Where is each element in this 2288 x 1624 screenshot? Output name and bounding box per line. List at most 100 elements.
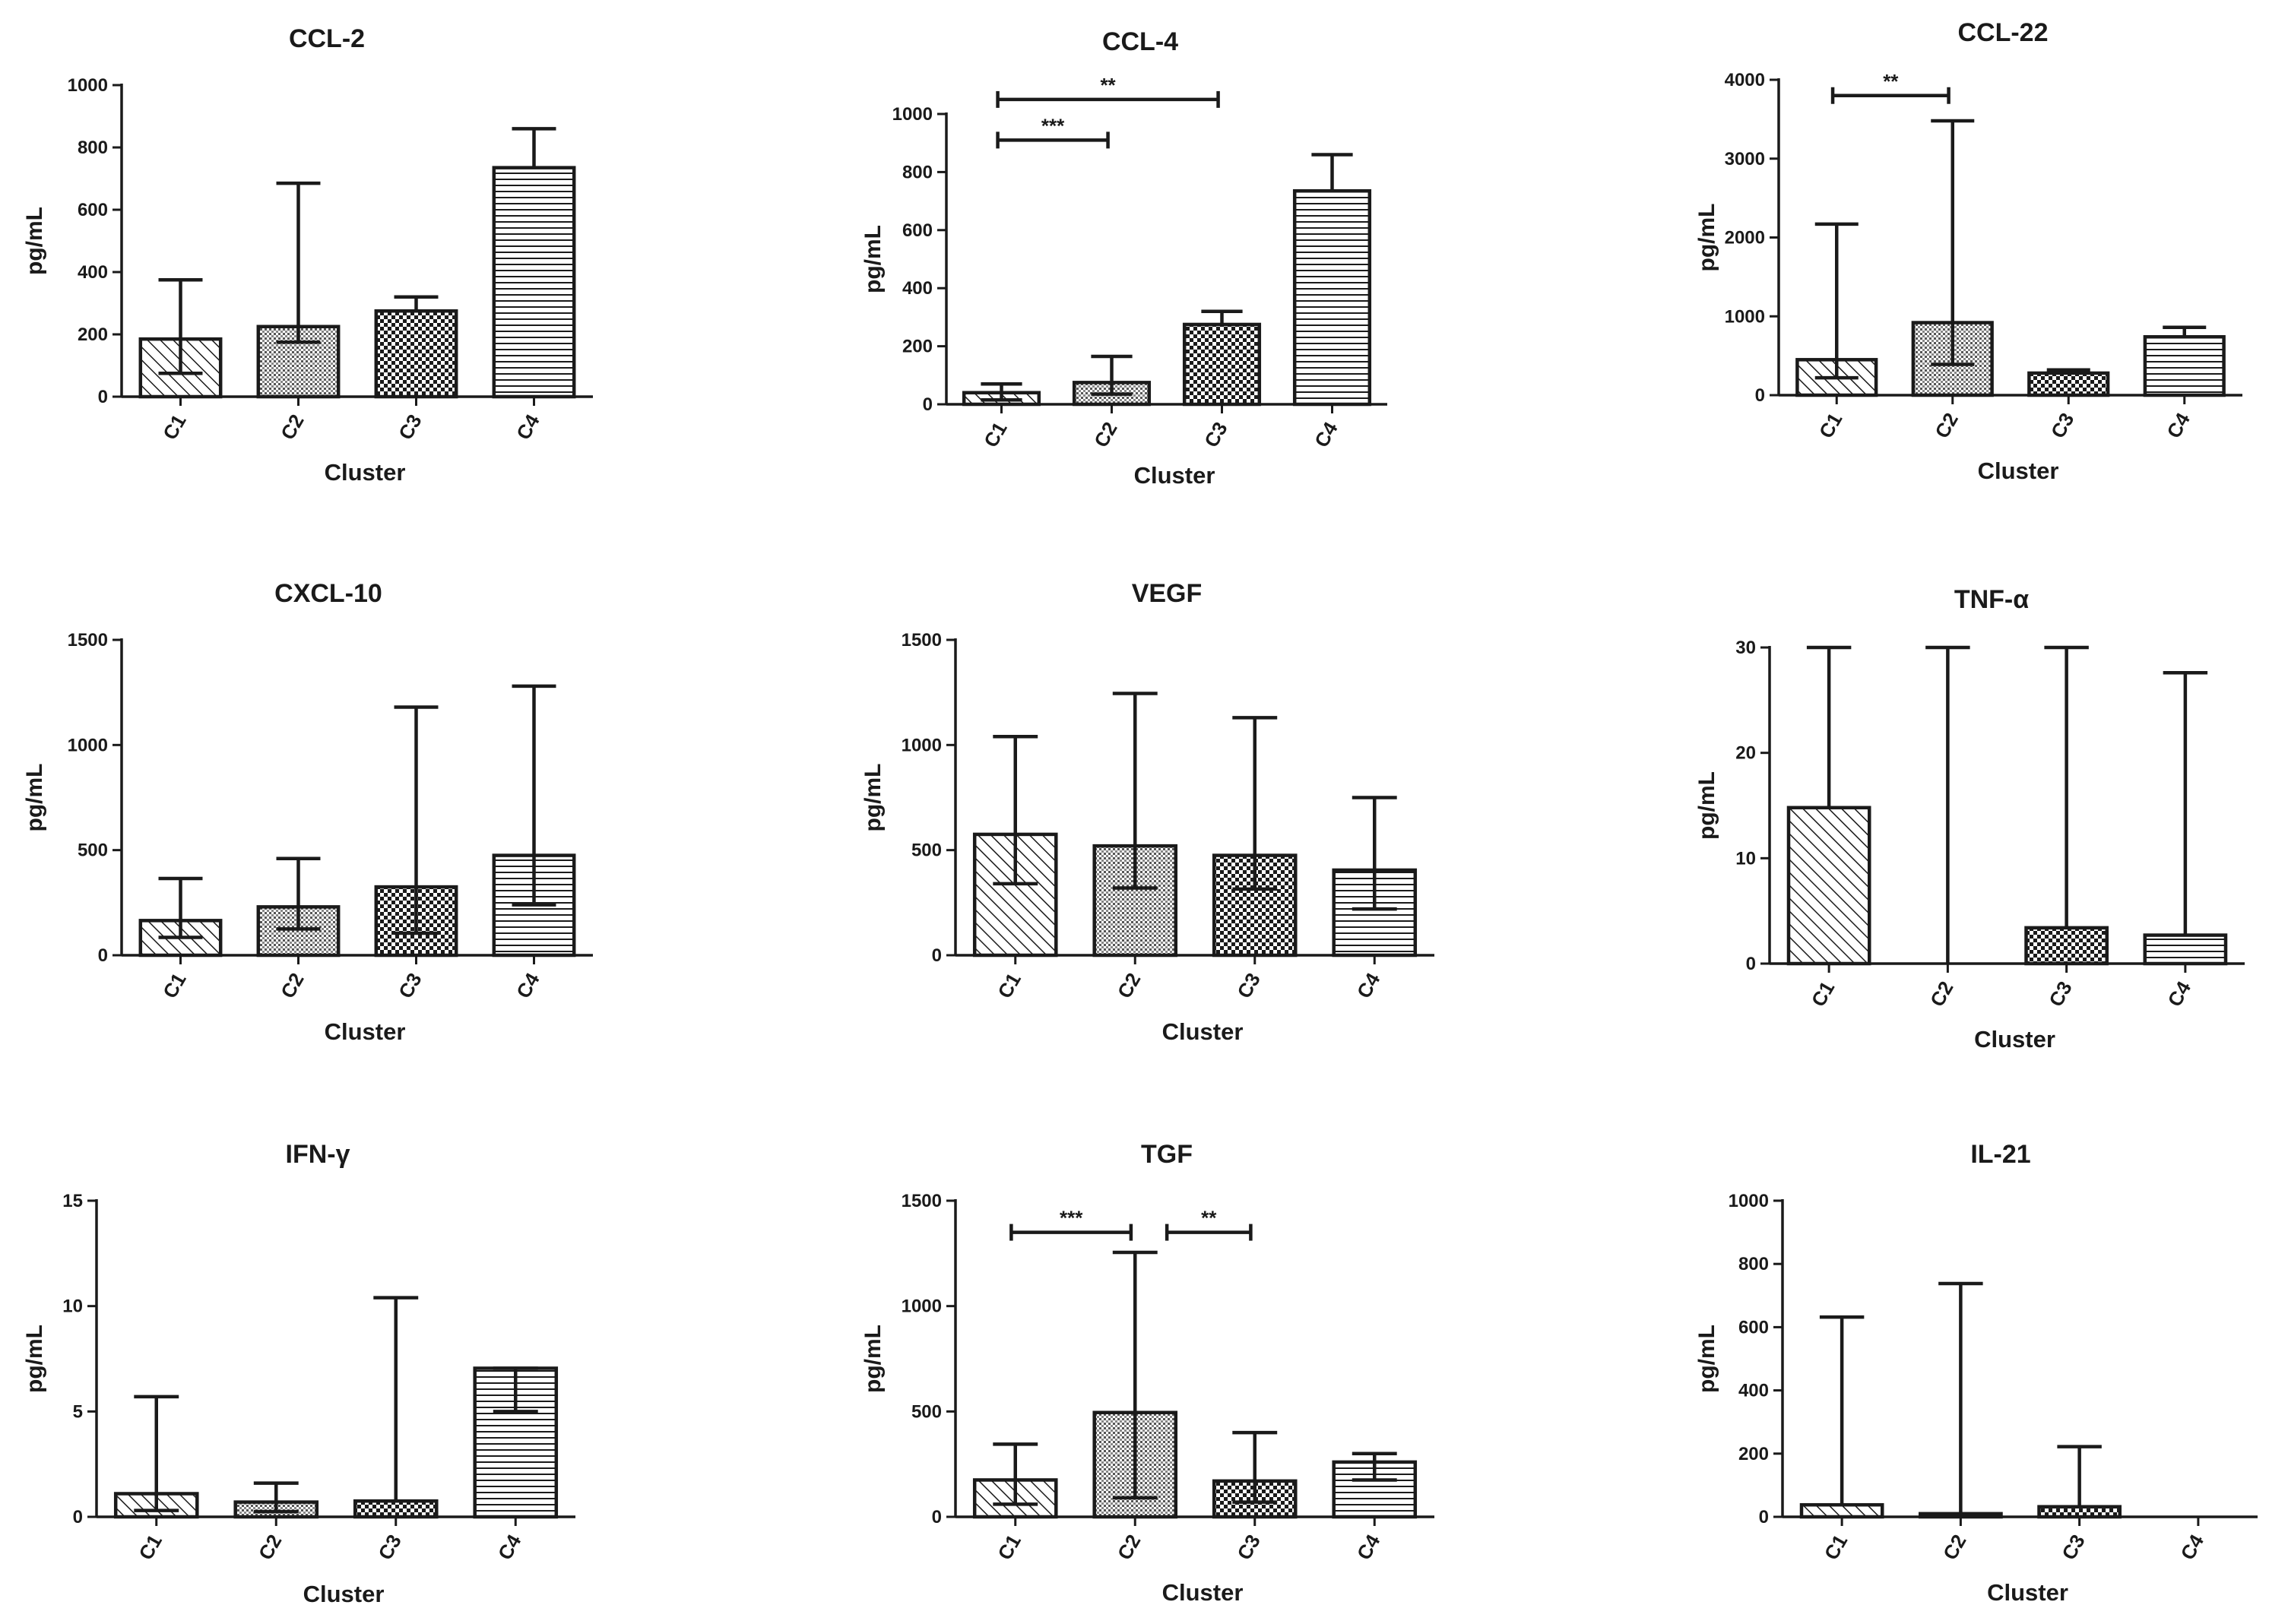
x-tick-label-c2: C2 xyxy=(1089,418,1122,451)
y-axis-label: pg/mL xyxy=(860,1325,886,1393)
x-axis-label: Cluster xyxy=(1974,1026,2055,1053)
significance-label-1: *** xyxy=(1060,1207,1083,1230)
y-tick-label: 500 xyxy=(911,840,942,861)
bar-c1 xyxy=(1799,1502,1884,1519)
x-tick-label-c3: C3 xyxy=(394,410,426,444)
chart-title: CCL-22 xyxy=(1957,18,2048,47)
bar-c4 xyxy=(492,166,576,399)
x-tick-label-c2: C2 xyxy=(1930,409,1963,442)
bar-c3 xyxy=(2037,1505,2122,1519)
x-tick-label-c1: C1 xyxy=(1820,1531,1852,1564)
y-tick-label: 1000 xyxy=(68,75,108,96)
x-tick-label-c4: C4 xyxy=(1352,1531,1385,1564)
y-tick-label: 500 xyxy=(911,1401,942,1422)
x-axis-label: Cluster xyxy=(325,459,406,486)
y-tick-label: 600 xyxy=(1738,1317,1769,1338)
y-axis-label: pg/mL xyxy=(22,764,47,832)
x-tick-label-c4: C4 xyxy=(1310,418,1342,451)
x-tick-label-c3: C3 xyxy=(2044,977,2077,1011)
bar-c4 xyxy=(2143,334,2226,397)
chart-title: TNF-α xyxy=(1954,585,2029,614)
y-tick-label: 0 xyxy=(1759,1507,1769,1527)
chart-title: CXCL-10 xyxy=(274,579,382,608)
chart-title: TGF xyxy=(1141,1140,1193,1169)
y-tick-label: 10 xyxy=(1735,848,1756,869)
y-tick-label: 0 xyxy=(73,1507,83,1527)
y-tick-label: 4000 xyxy=(1725,70,1765,90)
y-tick-label: 600 xyxy=(78,200,108,220)
x-axis-label: Cluster xyxy=(1134,462,1215,489)
x-tick-label-c4: C4 xyxy=(2176,1531,2208,1564)
x-axis-label: Cluster xyxy=(303,1581,385,1607)
chart-title: VEGF xyxy=(1132,579,1203,608)
significance-label-1: *** xyxy=(1041,114,1065,137)
y-tick-label: 20 xyxy=(1735,743,1756,764)
y-tick-label: 1500 xyxy=(68,630,108,651)
bar-c1 xyxy=(1786,806,1871,966)
y-tick-label: 1000 xyxy=(902,735,942,755)
bar-c3 xyxy=(374,309,458,399)
x-tick-label-c4: C4 xyxy=(2163,977,2195,1011)
x-tick-label-c2: C2 xyxy=(276,969,309,1002)
x-tick-label-c4: C4 xyxy=(493,1531,526,1564)
x-tick-label-c2: C2 xyxy=(254,1531,287,1564)
y-tick-label: 200 xyxy=(902,337,933,357)
x-tick-label-c3: C3 xyxy=(394,969,426,1002)
y-tick-label: 10 xyxy=(62,1296,83,1317)
y-axis-label: pg/mL xyxy=(1694,1325,1719,1393)
y-tick-label: 3000 xyxy=(1725,149,1765,169)
x-tick-label-c2: C2 xyxy=(1113,1531,1146,1564)
y-axis-label: pg/mL xyxy=(22,207,47,275)
x-tick-label-c2: C2 xyxy=(1113,969,1146,1002)
y-axis-label: pg/mL xyxy=(1694,204,1719,272)
y-tick-label: 0 xyxy=(932,945,942,966)
x-axis-label: Cluster xyxy=(325,1018,406,1045)
x-tick-label-c2: C2 xyxy=(1938,1531,1971,1564)
x-tick-label-c1: C1 xyxy=(158,410,191,444)
y-tick-label: 1500 xyxy=(902,1191,942,1211)
bar-c3 xyxy=(1182,322,1262,407)
x-tick-label-c3: C3 xyxy=(2046,409,2079,442)
y-tick-label: 800 xyxy=(1738,1254,1769,1274)
y-tick-label: 1000 xyxy=(902,1296,942,1317)
bar-c3 xyxy=(2027,371,2110,397)
y-tick-label: 400 xyxy=(78,262,108,283)
x-tick-label-c3: C3 xyxy=(1199,418,1232,451)
y-tick-label: 200 xyxy=(78,324,108,345)
y-tick-label: 1000 xyxy=(68,735,108,755)
chart-panel-7: IFN-γ pg/mL 0 5 10 15 C1 C2 C3 C4 Cluster xyxy=(22,1140,575,1607)
x-tick-label-c1: C1 xyxy=(993,1531,1025,1564)
x-tick-label-c4: C4 xyxy=(1352,969,1385,1002)
chart-panel-4: CXCL-10 pg/mL 0 500 1000 1500 C1 C2 C3 C4 Cluster xyxy=(22,579,593,1045)
y-tick-label: 1000 xyxy=(892,104,933,125)
chart-panel-6: TNF-α pg/mL 0 10 20 30 C1 C2 C3 C4 Cluster xyxy=(1694,585,2245,1053)
x-tick-label-c3: C3 xyxy=(1232,969,1265,1002)
y-tick-label: 0 xyxy=(1755,385,1765,406)
chart-panel-5: VEGF pg/mL 0 500 1000 1500 C1 C2 C3 C4 Cluster xyxy=(860,579,1434,1045)
x-tick-label-c4: C4 xyxy=(512,969,544,1002)
significance-label-1: ** xyxy=(1883,70,1899,93)
y-tick-label: 600 xyxy=(902,220,933,241)
chart-panel-2: CCL-4 pg/mL 0 200 400 600 800 1000 C1 C2 C3 C4 Clust… xyxy=(860,27,1387,489)
x-tick-label-c3: C3 xyxy=(1232,1531,1265,1564)
y-axis-label: pg/mL xyxy=(22,1325,47,1393)
x-tick-label-c1: C1 xyxy=(1807,977,1840,1011)
y-tick-label: 1500 xyxy=(902,630,942,651)
bar-c3 xyxy=(353,1499,439,1519)
x-tick-label-c2: C2 xyxy=(276,410,309,444)
y-tick-label: 0 xyxy=(1746,954,1756,974)
x-tick-label-c4: C4 xyxy=(512,410,544,444)
y-tick-label: 400 xyxy=(1738,1381,1769,1401)
x-tick-label-c1: C1 xyxy=(993,969,1025,1002)
y-tick-label: 0 xyxy=(98,387,108,407)
y-tick-label: 1000 xyxy=(1729,1191,1769,1211)
x-tick-label-c3: C3 xyxy=(373,1531,406,1564)
y-axis-label: pg/mL xyxy=(860,225,886,293)
x-tick-label-c4: C4 xyxy=(2162,409,2195,442)
chart-panel-1: CCL-2 pg/mL 0 200 400 600 800 1000 C1 C2 C3 C4 Clust… xyxy=(22,24,593,486)
chart-panel-3: CCL-22 pg/mL 0 1000 2000 3000 4000 C1 C2 C3 C4 Clus… xyxy=(1694,18,2242,484)
x-axis-label: Cluster xyxy=(1987,1579,2068,1606)
